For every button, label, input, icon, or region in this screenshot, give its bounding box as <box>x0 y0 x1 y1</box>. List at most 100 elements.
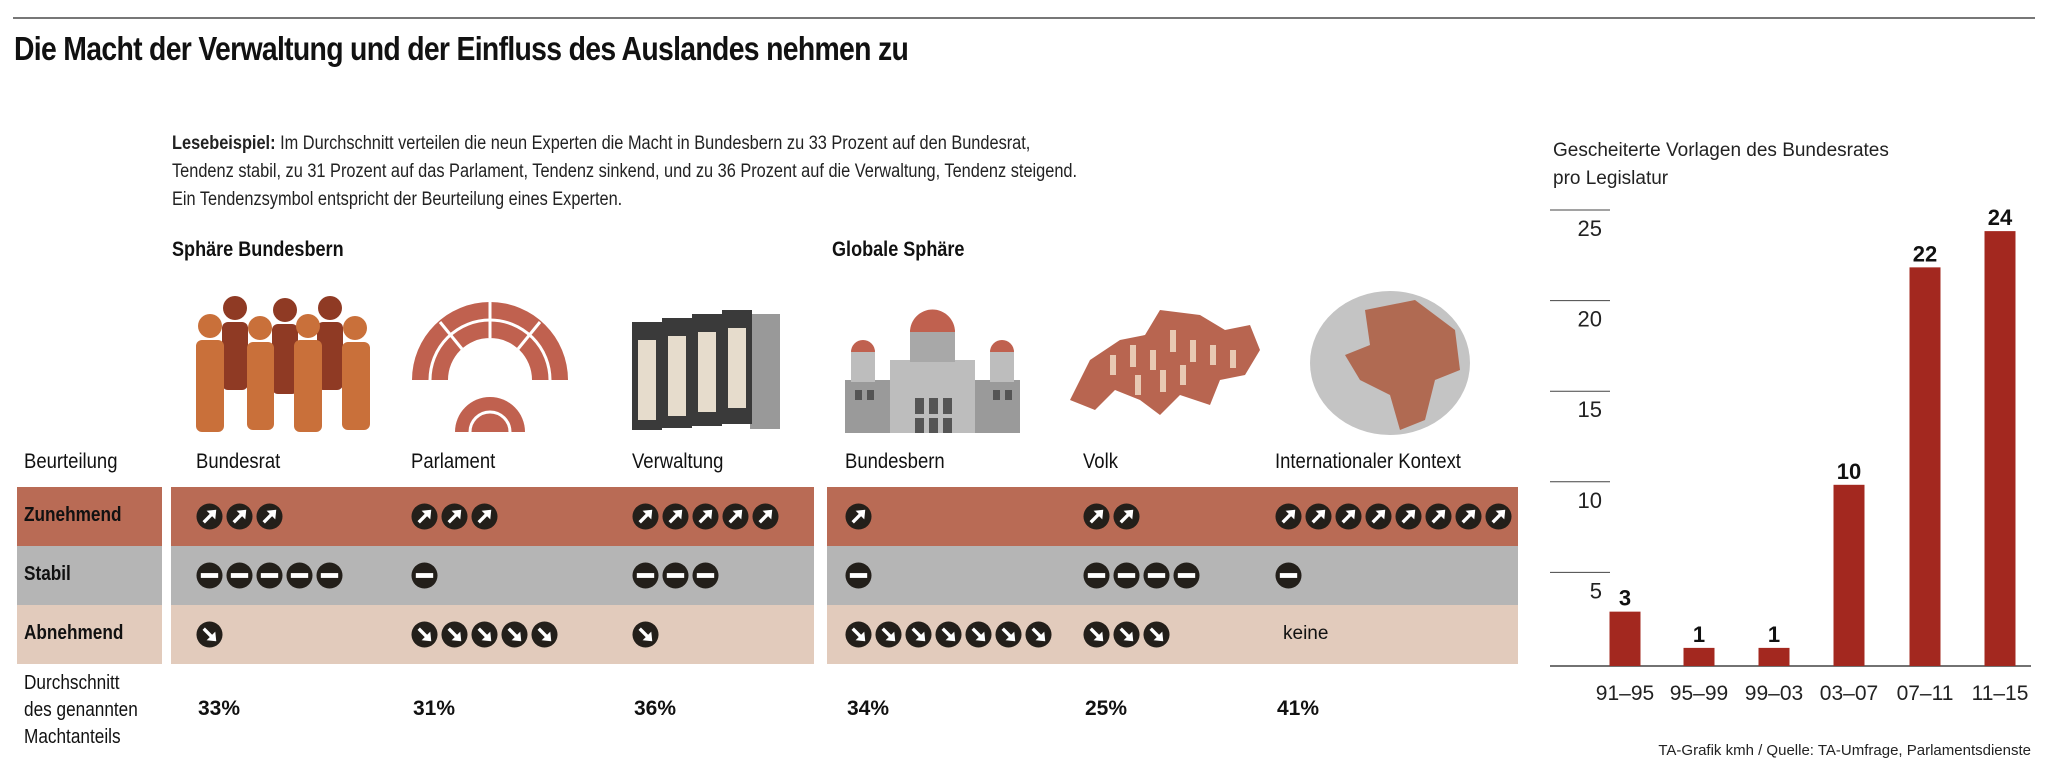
column-header: Bundesrat <box>196 450 281 473</box>
arrow-up-right-icon <box>662 503 689 530</box>
row-label: Stabil <box>24 563 71 585</box>
minus-icon <box>662 562 689 589</box>
arrow-up-right-icon <box>1275 503 1302 530</box>
average-label-line: Durchschnitt <box>24 672 120 694</box>
globe-icon <box>1310 291 1470 435</box>
header-beurteilung: Beurteilung <box>24 450 118 473</box>
page-title: Die Macht der Verwaltung und der Einflus… <box>14 30 909 67</box>
minus-icon <box>1173 562 1200 589</box>
arrow-up-right-icon <box>471 503 498 530</box>
minus-icon <box>196 562 223 589</box>
chart-title-line: pro Legislatur <box>1553 168 1669 189</box>
minus-icon <box>632 562 659 589</box>
bar <box>1683 647 1715 666</box>
intro-line3: Ein Tendenzsymbol entspricht der Beurtei… <box>172 189 623 210</box>
bar <box>1909 267 1941 666</box>
x-tick-label: 07–11 <box>1897 682 1954 705</box>
arrow-up-right-icon <box>632 503 659 530</box>
binders-icon <box>632 310 780 430</box>
arrow-down-right-icon <box>531 621 558 648</box>
arrow-up-right-icon <box>752 503 779 530</box>
arrow-up-right-icon <box>1083 503 1110 530</box>
intro-line2: Tendenz stabil, zu 31 Prozent auf das Pa… <box>172 161 1078 182</box>
parliament-icon <box>412 302 568 433</box>
arrow-down-right-icon <box>875 621 902 648</box>
arrow-down-right-icon <box>965 621 992 648</box>
row-band-down <box>17 605 162 664</box>
average-share: 34% <box>847 697 890 720</box>
arrow-down-right-icon <box>501 621 528 648</box>
row-band-flat <box>827 546 1518 605</box>
arrow-up-right-icon <box>1113 503 1140 530</box>
minus-icon <box>1143 562 1170 589</box>
bar <box>1609 611 1641 666</box>
row-label: Zunehmend <box>24 504 122 526</box>
arrow-down-right-icon <box>411 621 438 648</box>
source-credit: TA-Grafik kmh / Quelle: TA-Umfrage, Parl… <box>1658 742 2031 759</box>
row-band-up <box>17 487 162 546</box>
bar-value-label: 1 <box>1693 622 1705 647</box>
x-tick-label: 03–07 <box>1820 682 1878 705</box>
intro-line1: Im Durchschnitt verteilen die neun Exper… <box>275 133 1031 154</box>
column-header: Parlament <box>411 450 496 473</box>
bar-value-label: 24 <box>1988 205 2013 230</box>
minus-icon <box>256 562 283 589</box>
column-header: Bundesbern <box>845 450 945 473</box>
bar-value-label: 22 <box>1913 241 1937 266</box>
arrow-up-right-icon <box>256 503 283 530</box>
minus-icon <box>692 562 719 589</box>
arrow-down-right-icon <box>632 621 659 648</box>
federal-palace-icon <box>845 309 1020 433</box>
arrow-down-right-icon <box>471 621 498 648</box>
y-tick-label: 15 <box>1578 397 1602 422</box>
average-share: 31% <box>413 697 456 720</box>
minus-icon <box>286 562 313 589</box>
arrow-down-right-icon <box>995 621 1022 648</box>
arrow-up-right-icon <box>226 503 253 530</box>
minus-icon <box>845 562 872 589</box>
arrow-up-right-icon <box>1455 503 1482 530</box>
arrow-up-right-icon <box>692 503 719 530</box>
minus-icon <box>226 562 253 589</box>
column-header: Volk <box>1083 450 1118 473</box>
arrow-up-right-icon <box>845 503 872 530</box>
top-rule <box>13 17 2035 19</box>
row-label: Abnehmend <box>24 622 124 644</box>
column-header: Verwaltung <box>632 450 724 473</box>
column-header: Internationaler Kontext <box>1275 450 1461 473</box>
minus-icon <box>1083 562 1110 589</box>
arrow-up-right-icon <box>411 503 438 530</box>
row-band-flat <box>17 546 162 605</box>
minus-icon <box>1113 562 1140 589</box>
arrow-up-right-icon <box>1485 503 1512 530</box>
average-label-line: des genannten <box>24 699 138 721</box>
section-global: Globale Sphäre <box>832 238 965 261</box>
arrow-down-right-icon <box>1083 621 1110 648</box>
minus-icon <box>1275 562 1302 589</box>
arrow-down-right-icon <box>1143 621 1170 648</box>
arrow-up-right-icon <box>1365 503 1392 530</box>
chart-title: Gescheiterte Vorlagen des Bundesrates pr… <box>1553 137 1889 193</box>
average-label-line: Machtanteils <box>24 726 121 748</box>
chart-title-line: Gescheiterte Vorlagen des Bundesrates <box>1553 140 1889 161</box>
minus-icon <box>316 562 343 589</box>
arrow-down-right-icon <box>1113 621 1140 648</box>
arrow-down-right-icon <box>1025 621 1052 648</box>
x-tick-label: 11–15 <box>1972 682 2029 705</box>
arrow-up-right-icon <box>1425 503 1452 530</box>
average-share: 33% <box>198 697 241 720</box>
arrow-up-right-icon <box>1305 503 1332 530</box>
arrow-up-right-icon <box>1335 503 1362 530</box>
average-label: Durchschnitt des genannten Machtanteils <box>24 670 138 751</box>
swiss-map-icon <box>1070 310 1260 415</box>
arrow-down-right-icon <box>905 621 932 648</box>
arrow-down-right-icon <box>845 621 872 648</box>
average-share: 41% <box>1277 697 1320 720</box>
bar-value-label: 1 <box>1768 622 1780 647</box>
arrow-up-right-icon <box>1395 503 1422 530</box>
arrow-up-right-icon <box>196 503 223 530</box>
minus-icon <box>411 562 438 589</box>
arrow-up-right-icon <box>441 503 468 530</box>
y-tick-label: 10 <box>1578 488 1602 513</box>
arrow-up-right-icon <box>722 503 749 530</box>
